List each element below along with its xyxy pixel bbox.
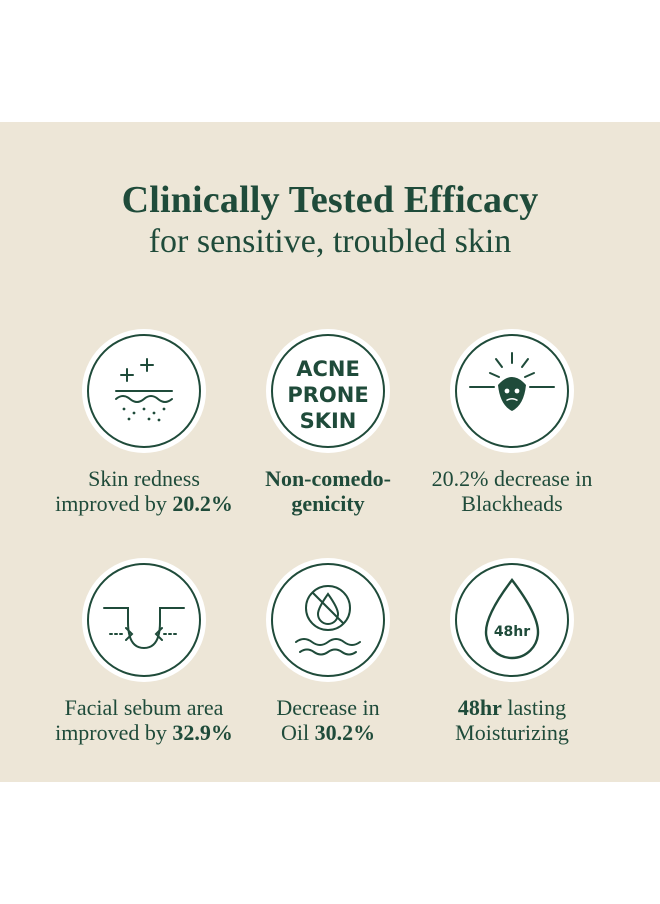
skin-redness-icon [82, 329, 206, 453]
pore-sebum-icon [82, 558, 206, 682]
caption-oil: Decrease in Oil 30.2% [276, 695, 380, 745]
blackhead-icon [450, 329, 574, 453]
caption-blackheads: 20.2% decrease in Blackheads [431, 466, 593, 516]
acne-prone-skin-badge: ACNE PRONE SKIN [266, 329, 390, 453]
caption-non-comedogenicity: Non-comedo- genicity [265, 466, 391, 516]
page-title: Clinically Tested Efficacy [121, 179, 539, 221]
efficacy-panel: Clinically Tested Efficacy for sensitive… [0, 122, 660, 782]
caption-skin-redness: Skin redness improved by 20.2% [55, 466, 233, 516]
caption-facial-sebum: Facial sebum area improved by 32.9% [55, 695, 233, 745]
caption-moisturizing: 48hr lasting Moisturizing [455, 695, 569, 745]
no-oil-drop-icon [266, 558, 390, 682]
page-subtitle: for sensitive, troubled skin [148, 223, 512, 260]
moisture-drop-icon: 48hr [450, 558, 574, 682]
svg-text:48hr: 48hr [494, 624, 530, 640]
